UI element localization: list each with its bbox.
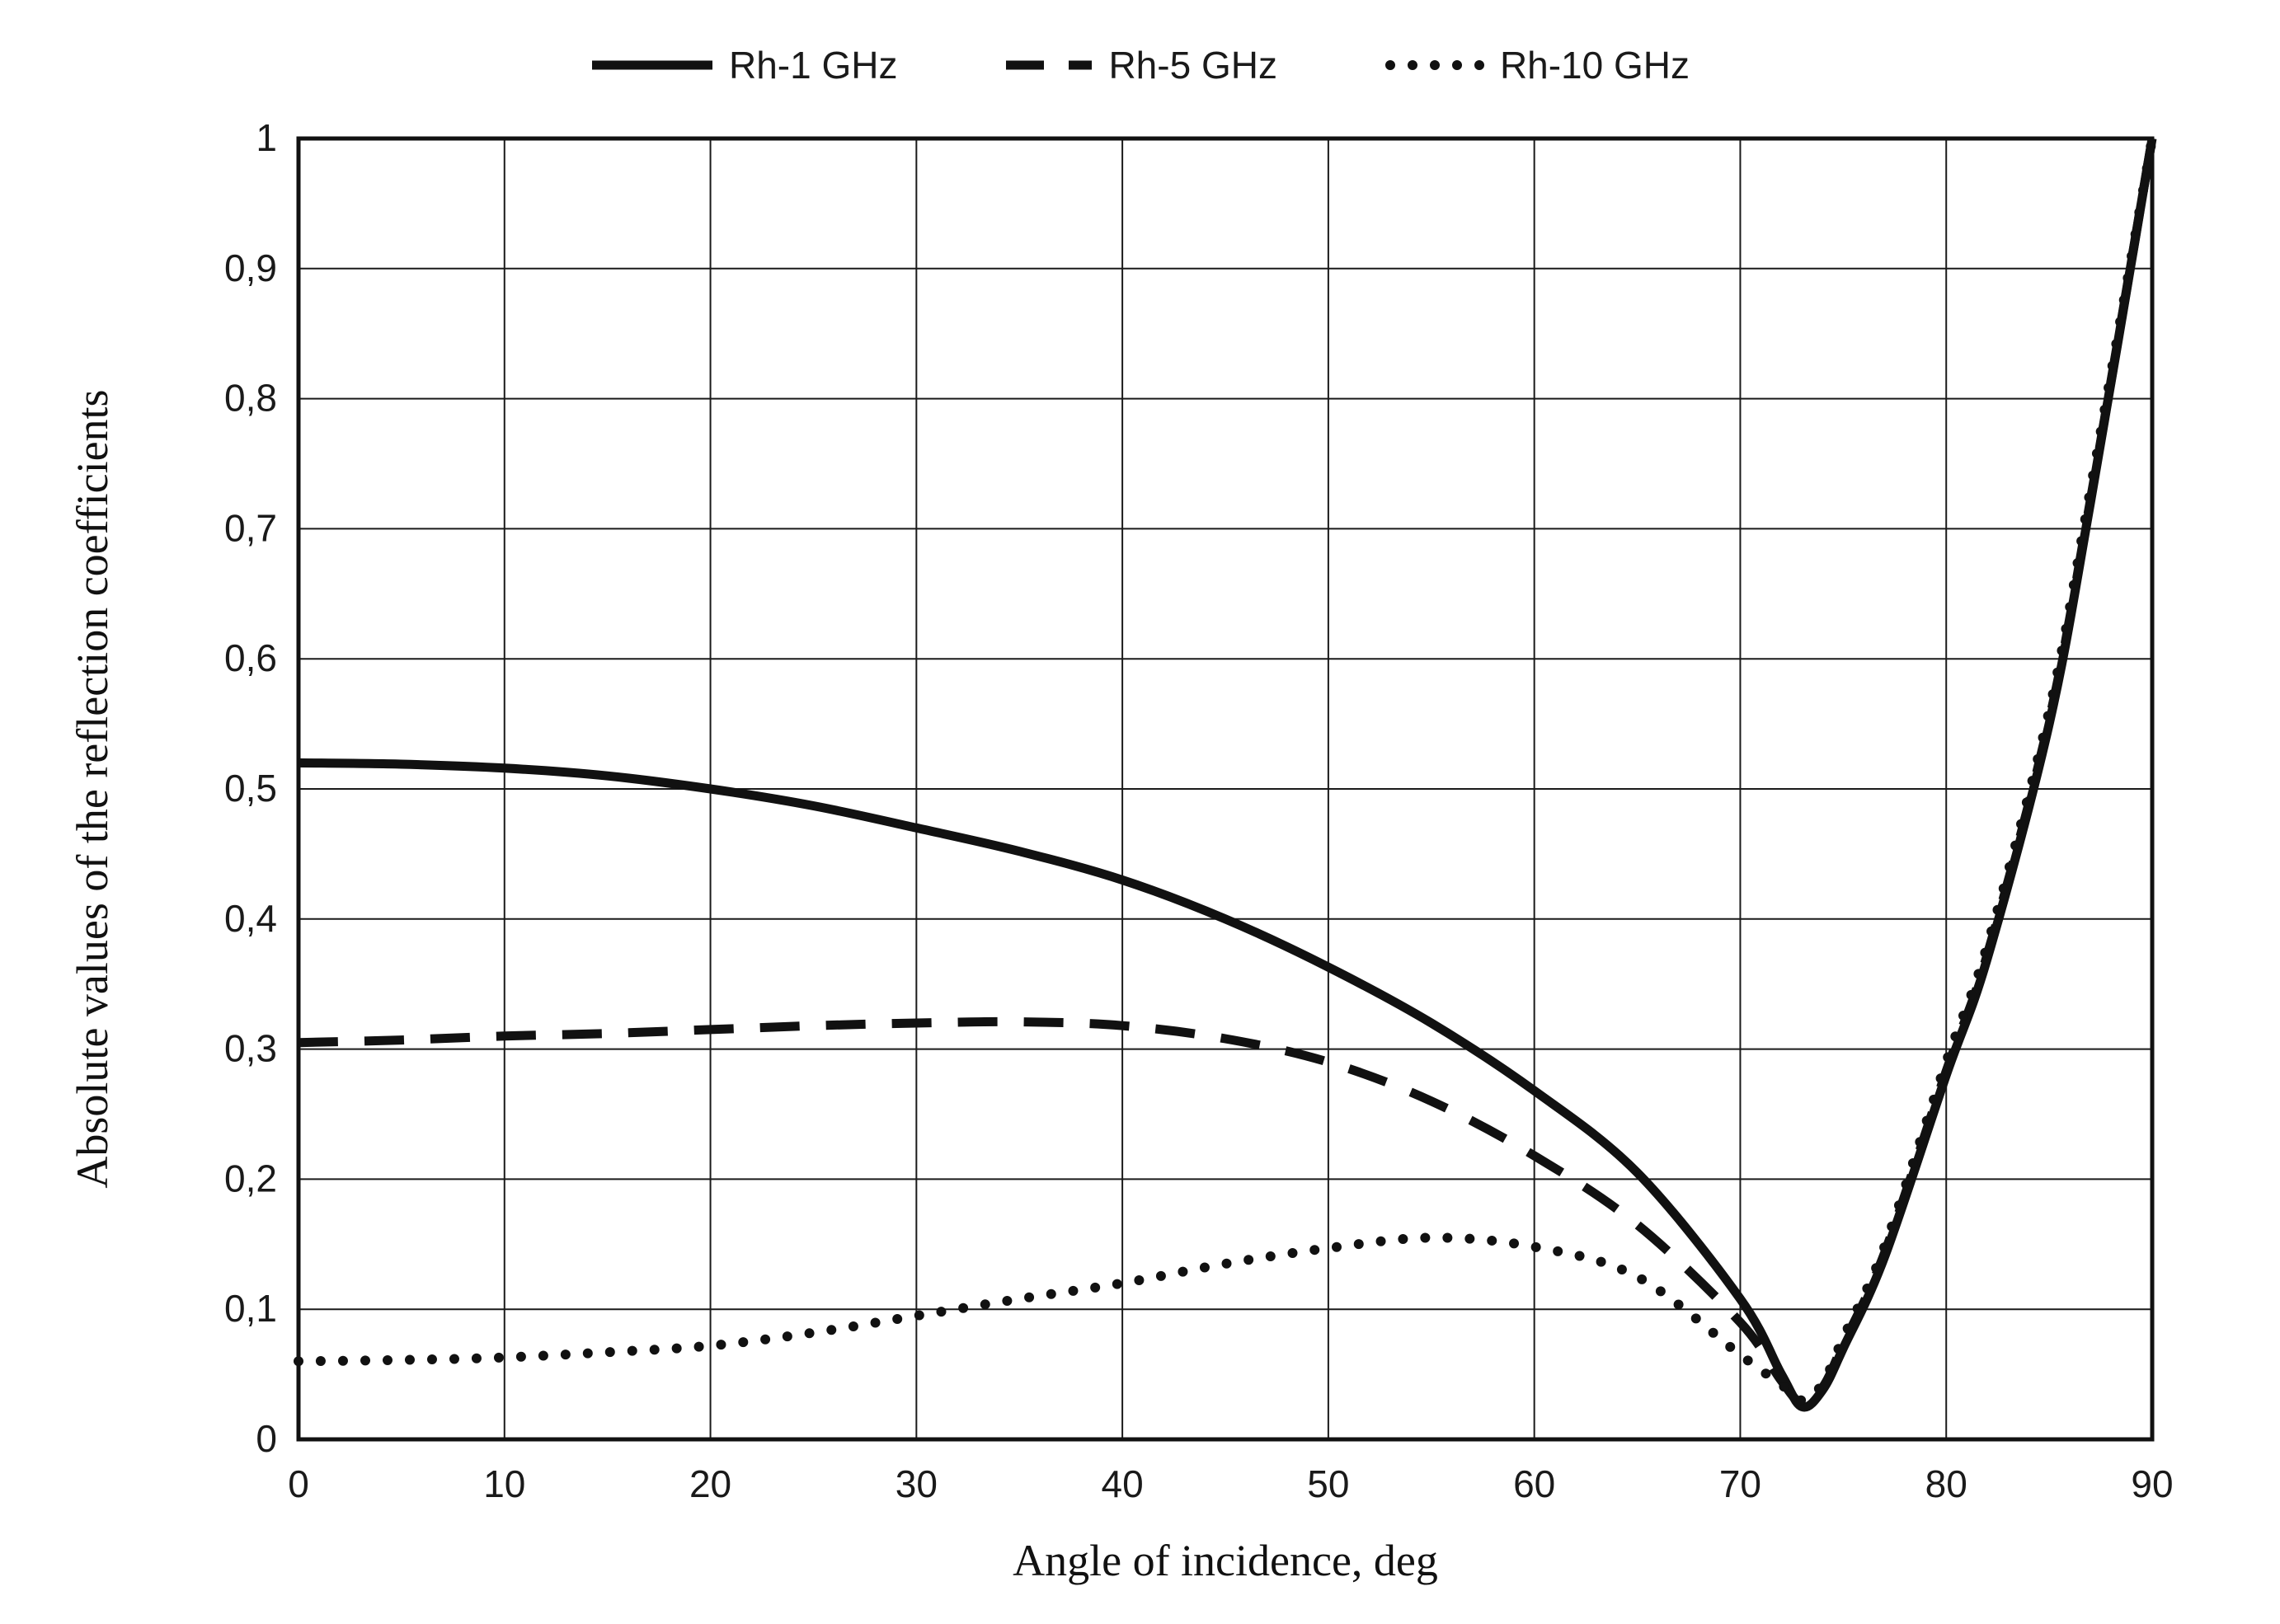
x-tick-label: 80 — [1925, 1462, 1967, 1505]
legend-label-rh-10ghz: Rh-10 GHz — [1499, 44, 1690, 87]
legend-label-rh-1ghz: Rh-1 GHz — [728, 44, 898, 87]
x-tick-label: 20 — [689, 1462, 731, 1505]
y-tick-label: 0,4 — [224, 897, 277, 940]
y-tick-label: 0,3 — [224, 1027, 277, 1070]
dashed-line-icon — [1006, 60, 1093, 70]
y-tick-label: 0,2 — [224, 1157, 277, 1199]
y-tick-label: 0,1 — [224, 1287, 277, 1330]
x-tick-label: 90 — [2131, 1462, 2173, 1505]
dotted-line-icon — [1384, 60, 1485, 70]
x-tick-label: 50 — [1307, 1462, 1349, 1505]
y-axis-title: Absolute values of the reflection coeffi… — [68, 389, 117, 1189]
x-tick-label: 70 — [1719, 1462, 1761, 1505]
solid-line-icon — [591, 60, 712, 70]
legend-item-rh-1ghz: Rh-1 GHz — [590, 43, 897, 87]
x-tick-label: 0 — [288, 1462, 309, 1505]
y-tick-label: 0,6 — [224, 636, 277, 679]
legend: Rh-1 GHz Rh-5 GHz Rh-10 GHz — [0, 43, 2280, 87]
x-tick-label: 30 — [896, 1462, 938, 1505]
y-tick-label: 0,9 — [224, 246, 277, 289]
legend-item-rh-5ghz: Rh-5 GHz — [1004, 43, 1277, 87]
series-line-dashed — [298, 138, 2157, 1408]
legend-item-rh-10ghz: Rh-10 GHz — [1384, 43, 1690, 87]
legend-label-rh-5ghz: Rh-5 GHz — [1108, 44, 1277, 87]
x-tick-label: 60 — [1513, 1462, 1555, 1505]
x-tick-label: 40 — [1102, 1462, 1144, 1505]
y-tick-label: 0,8 — [224, 377, 277, 420]
y-tick-label: 1 — [256, 116, 277, 159]
x-tick-label: 10 — [483, 1462, 525, 1505]
y-tick-label: 0,7 — [224, 506, 277, 549]
plot-border — [296, 136, 2155, 1442]
series-line-dotted — [294, 134, 2157, 1406]
y-tick-label: 0,5 — [224, 767, 277, 810]
series-line-solid — [298, 138, 2157, 1412]
x-axis-title: Angle of incidence, deg — [1013, 1536, 1438, 1585]
y-tick-label: 0 — [256, 1417, 277, 1460]
